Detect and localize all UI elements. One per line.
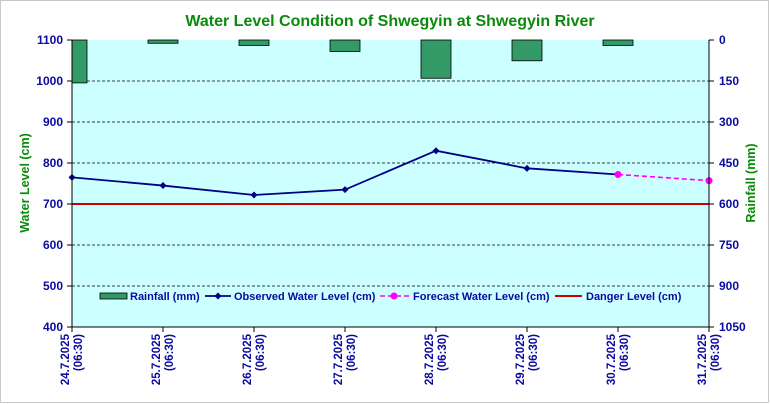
- rainfall-bar: [421, 40, 451, 78]
- right-tick-label: 300: [719, 115, 739, 129]
- right-tick-label: 0: [719, 33, 726, 47]
- x-tick-date: 27.7.2025: [333, 333, 345, 385]
- left-tick-label: 1000: [36, 74, 63, 88]
- rainfall-bar: [512, 40, 542, 61]
- right-tick-label: 600: [719, 197, 739, 211]
- x-tick-date: 25.7.2025: [151, 333, 163, 385]
- x-tick-date: 24.7.2025: [60, 333, 72, 385]
- legend-marker-forecast: [391, 293, 398, 300]
- legend-swatch-rainfall: [100, 293, 127, 299]
- left-tick-label: 700: [43, 197, 63, 211]
- forecast-point: [615, 171, 622, 178]
- legend-label: Forecast Water Level (cm): [413, 291, 550, 303]
- x-tick-time: (06:30): [437, 334, 449, 371]
- legend-label: Rainfall (mm): [130, 291, 200, 303]
- x-tick-date: 26.7.2025: [242, 333, 254, 385]
- right-tick-label: 450: [719, 156, 739, 170]
- plot-area: [72, 40, 709, 327]
- x-tick-date: 30.7.2025: [606, 333, 618, 385]
- left-tick-label: 500: [43, 279, 63, 293]
- legend-label: Danger Level (cm): [586, 291, 682, 303]
- water-level-chart: Water Level Condition of Shwegyin at Shw…: [0, 0, 770, 404]
- x-tick-date: 28.7.2025: [424, 333, 436, 385]
- left-tick-label: 900: [43, 115, 63, 129]
- chart-title: Water Level Condition of Shwegyin at Shw…: [185, 13, 594, 30]
- left-tick-label: 400: [43, 320, 63, 334]
- rainfall-bar: [330, 40, 360, 51]
- x-tick-time: (06:30): [528, 334, 540, 371]
- left-tick-label: 800: [43, 156, 63, 170]
- x-tick-time: (06:30): [619, 334, 631, 371]
- rainfall-bar: [72, 40, 87, 83]
- x-tick-date: 29.7.2025: [515, 333, 527, 385]
- x-tick-time: (06:30): [255, 334, 267, 371]
- x-tick-time: (06:30): [346, 334, 358, 371]
- right-tick-label: 900: [719, 279, 739, 293]
- right-tick-label: 1050: [719, 320, 746, 334]
- left-axis-label: Water Level (cm): [18, 133, 32, 233]
- left-tick-label: 600: [43, 238, 63, 252]
- rainfall-bar: [603, 40, 633, 45]
- right-axis-label: Rainfall (mm): [744, 143, 758, 222]
- left-tick-label: 1100: [37, 33, 63, 47]
- x-tick-date: 31.7.2025: [697, 333, 709, 385]
- chart-canvas: Water Level Condition of Shwegyin at Shw…: [0, 0, 770, 404]
- x-tick-time: (06:30): [164, 334, 176, 371]
- rainfall-bar: [239, 40, 269, 45]
- right-tick-label: 150: [719, 74, 739, 88]
- legend-label: Observed Water Level (cm): [234, 291, 376, 303]
- x-tick-time: (06:30): [73, 334, 85, 371]
- right-tick-label: 750: [719, 238, 739, 252]
- x-tick-time: (06:30): [710, 334, 722, 371]
- rainfall-bar: [148, 40, 178, 43]
